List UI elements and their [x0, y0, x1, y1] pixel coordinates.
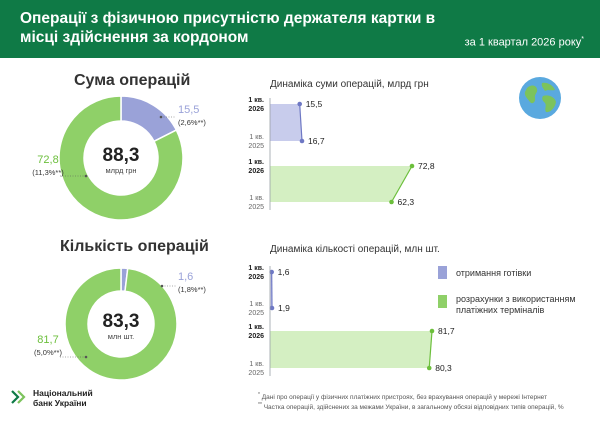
legend-swatch-payments	[438, 295, 447, 308]
bar-payments-edge	[428, 330, 433, 369]
category-cash-previous-line2: 2025	[248, 310, 264, 317]
category-cash-previous-line1: 1 кв.	[249, 134, 264, 141]
bar-payments-connector	[270, 331, 432, 368]
bar-cash-point-current	[269, 269, 274, 275]
data-label-cash-previous: 16,7	[308, 136, 325, 146]
page-title: Операції з фізичною присутністю держател…	[20, 10, 436, 46]
sum-dynamics-title: Динаміка суми операцій, млрд грн	[270, 79, 429, 90]
center-value: 83,3	[103, 311, 140, 332]
leader-dot-cash	[159, 115, 163, 119]
slice-share-payments: (11,3%**)	[32, 168, 64, 177]
nbu-logo-text: Національний банк України	[33, 388, 93, 408]
category-cash-current-line2: 2026	[248, 106, 264, 113]
bar-cash-point-previous	[269, 305, 275, 311]
category-payments-current-line2: 2026	[248, 333, 264, 340]
bar-payments-point-previous	[389, 199, 394, 205]
category-payments-previous-line2: 2025	[248, 370, 264, 377]
category-cash-previous-line2: 2025	[248, 143, 264, 150]
footnote-2: ** Частка операцій, здійснених за межами…	[258, 402, 564, 412]
data-label-cash-current: 15,5	[306, 99, 323, 109]
category-payments-previous-line1: 1 кв.	[249, 361, 264, 368]
center-value: 88,3	[103, 145, 140, 166]
legend-swatch-cash	[438, 266, 447, 279]
legend-label-cash: отримання готівки	[456, 268, 532, 278]
category-payments-previous-line2: 2025	[248, 204, 264, 211]
bar-cash-point-current	[297, 101, 303, 107]
data-label-cash-previous: 1,9	[278, 303, 290, 313]
slice-label-payments: 81,7	[37, 334, 58, 346]
category-payments-current-line1: 1 кв.	[248, 159, 264, 166]
slice-label-cash: 1,6	[178, 271, 193, 283]
footnote-1: * Дані про операції у фізичних платіжних…	[258, 392, 548, 402]
slice-label-payments: 72,8	[37, 154, 58, 166]
category-cash-current-line2: 2026	[248, 274, 264, 281]
center-unit: млрд грн	[105, 166, 136, 175]
bar-cash-point-previous	[299, 138, 305, 144]
bar-payments-point-current	[409, 163, 415, 169]
slice-label-cash: 15,5	[178, 104, 199, 116]
count-section-title: Кількість операцій	[60, 238, 209, 255]
bar-payments-point-current	[429, 328, 435, 334]
category-payments-previous-line1: 1 кв.	[249, 195, 264, 202]
sum-section-title: Сума операцій	[74, 72, 191, 89]
slice-share-cash: (1,8%**)	[178, 285, 206, 294]
data-label-payments-current: 81,7	[438, 326, 455, 336]
slice-share-payments: (5,0%**)	[34, 348, 62, 357]
leader-dot-cash	[160, 284, 164, 288]
data-label-payments-previous: 80,3	[435, 363, 452, 373]
bar-payments-connector	[270, 166, 412, 202]
category-payments-current-line2: 2026	[248, 168, 264, 175]
count-dynamics-title: Динаміка кількості операцій, млн шт.	[270, 244, 440, 255]
period-label: за 1 квартал 2026 року*	[464, 36, 584, 49]
leader-dot-payments	[84, 355, 88, 359]
globe-icon	[519, 77, 561, 119]
donut-slice-payments	[58, 95, 184, 221]
header-banner: Операції з фізичною присутністю держател…	[0, 0, 600, 58]
bar-payments-edge	[390, 165, 413, 203]
slice-share-cash: (2,6%**)	[178, 118, 206, 127]
center-unit: млн шт.	[108, 332, 134, 341]
data-label-payments-current: 72,8	[418, 161, 435, 171]
category-cash-current-line1: 1 кв.	[248, 97, 264, 104]
nbu-logo-icon	[11, 390, 26, 404]
legend-label-payments: розрахунки з використанням платіжних тер…	[456, 294, 576, 315]
bar-cash-connector	[270, 104, 302, 141]
bar-cash-edge	[299, 103, 303, 142]
data-label-cash-current: 1,6	[278, 267, 290, 277]
donut-slice-payments	[64, 267, 178, 381]
category-cash-current-line1: 1 кв.	[248, 265, 264, 272]
bar-payments-point-previous	[426, 365, 432, 371]
category-payments-current-line1: 1 кв.	[248, 324, 264, 331]
leader-dot-payments	[84, 174, 88, 178]
data-label-payments-previous: 62,3	[398, 197, 415, 207]
category-cash-previous-line1: 1 кв.	[249, 301, 264, 308]
